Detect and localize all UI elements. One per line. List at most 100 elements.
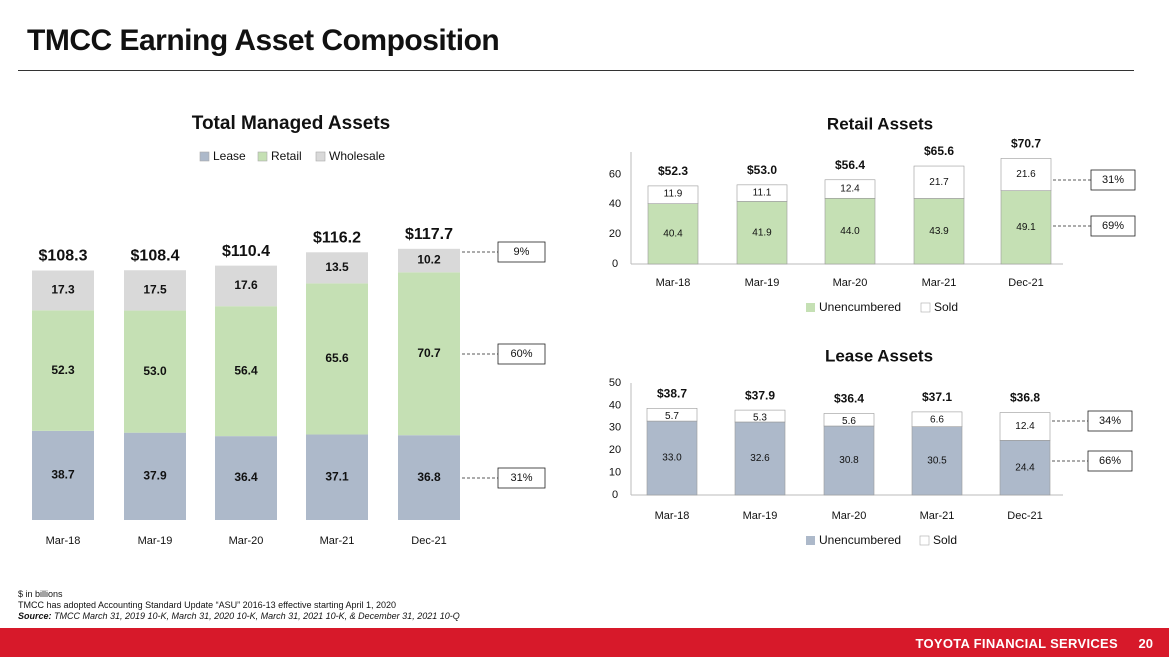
lease-bar-unencumbered (646, 420, 698, 496)
total-legend-swatch (257, 151, 268, 162)
retail-legend-swatch (920, 302, 931, 313)
total-bar-label: 36.4 (234, 470, 258, 484)
retail-legend-label: Unencumbered (819, 300, 901, 314)
total-category-label: Mar-18 (46, 535, 81, 547)
total-bar-label: 17.6 (234, 278, 258, 292)
retail-bar-total: $53.0 (747, 163, 777, 177)
lease-bar-total: $36.8 (1010, 391, 1040, 405)
total-legend-swatch (199, 151, 210, 162)
total-bar-label: 52.3 (51, 363, 75, 377)
lease-bar-sold (911, 411, 963, 427)
retail-y-tick: 60 (609, 168, 621, 180)
total-legend-label: Lease (213, 149, 246, 163)
total-callout-box (497, 241, 546, 263)
retail-category-label: Dec-21 (1008, 277, 1043, 289)
total-bar-retail (32, 310, 94, 431)
lease-bar-label: 5.7 (665, 411, 679, 422)
total-bar-label: 56.4 (234, 363, 258, 377)
page-title: TMCC Earning Asset Composition (27, 24, 500, 57)
title-divider (18, 70, 1134, 71)
lease-legend-label: Sold (933, 533, 957, 547)
lease-callout-box (1087, 450, 1133, 472)
lease-bar-label: 5.6 (842, 416, 856, 427)
lease-category-label: Mar-18 (655, 510, 690, 522)
retail-callout-label: 69% (1102, 220, 1124, 232)
total-bar-wholesale (306, 252, 368, 284)
lease-bar-sold (823, 413, 875, 427)
retail-bar-label: 11.9 (664, 189, 683, 200)
total-bar-retail (124, 310, 186, 433)
retail-bar-total: $52.3 (658, 164, 688, 178)
lease-category-label: Mar-20 (832, 510, 867, 522)
retail-y-tick: 40 (609, 198, 621, 210)
lease-y-tick: 0 (612, 489, 618, 501)
total-category-label: Mar-20 (229, 535, 264, 547)
total-legend-label: Retail (271, 149, 302, 163)
lease-bar-total: $38.7 (657, 386, 687, 400)
total-bar-label: 65.6 (325, 351, 349, 365)
lease-y-tick: 20 (609, 444, 621, 456)
retail-legend-swatch (806, 303, 815, 312)
retail-bar-label: 43.9 (929, 226, 949, 237)
retail-bar-sold (913, 165, 965, 199)
retail-category-label: Mar-18 (656, 277, 691, 289)
page-number: 20 (1138, 636, 1153, 651)
lease-bar-label: 6.6 (930, 415, 944, 426)
total-bar-total: $108.4 (131, 247, 180, 264)
total-bar-label: 37.1 (325, 469, 349, 483)
lease-category-label: Mar-21 (920, 510, 955, 522)
retail-bar-unencumbered (736, 201, 788, 265)
lease-bar-label: 30.8 (839, 455, 859, 466)
total-bar-label: 38.7 (51, 468, 75, 482)
retail-callout-label: 31% (1102, 174, 1124, 186)
retail-category-label: Mar-20 (833, 277, 868, 289)
charts-area: Total Managed Assets 38.7 52.3 17.3 $108.3 Ma… (32, 113, 1136, 547)
retail-legend-label: Sold (934, 300, 958, 314)
lease-bar-sold (734, 409, 786, 423)
lease-callout-label: 66% (1099, 455, 1121, 467)
retail-bar-label: 11.1 (753, 187, 772, 198)
retail-bar-label: 44.0 (840, 226, 860, 237)
lease-callout-label: 34% (1099, 415, 1121, 427)
total-bar-label: 10.2 (417, 253, 441, 267)
total-bar-label: 17.3 (51, 283, 75, 297)
lease-chart-title: Lease Assets (825, 346, 933, 365)
retail-bar-label: 21.7 (929, 177, 949, 188)
lease-bar-unencumbered (734, 421, 786, 496)
retail-bar-label: 49.1 (1016, 222, 1036, 233)
lease-callout-box (1087, 410, 1133, 432)
total-bar-retail (215, 306, 277, 437)
total-bar-label: 70.7 (417, 346, 441, 360)
lease-legend-label: Unencumbered (819, 533, 901, 547)
lease-y-tick: 50 (609, 377, 621, 389)
total-bar-retail (398, 272, 460, 436)
lease-bar-label: 12.4 (1015, 421, 1035, 432)
total-bar-lease (32, 430, 94, 520)
footnote-source: Source: TMCC March 31, 2019 10-K, March … (18, 611, 460, 622)
lease-bar-label: 32.6 (750, 453, 770, 464)
retail-category-label: Mar-19 (745, 277, 780, 289)
retail-bar-unencumbered (1000, 190, 1052, 265)
lease-y-tick: 30 (609, 422, 621, 434)
total-bar-wholesale (32, 270, 94, 311)
total-chart-title: Total Managed Assets (192, 113, 391, 134)
retail-bar-label: 12.4 (840, 184, 860, 195)
retail-bar-unencumbered (647, 203, 699, 265)
total-bar-label: 37.9 (143, 469, 167, 483)
lease-bar-sold (999, 412, 1051, 441)
retail-bar-sold (824, 179, 876, 199)
retail-callout-box (1090, 169, 1136, 191)
source-text: TMCC March 31, 2019 10-K, March 31, 2020… (51, 611, 460, 621)
source-label: Source: (18, 611, 52, 621)
total-bar-label: 17.5 (143, 283, 167, 297)
lease-y-tick: 10 (609, 467, 621, 479)
footer-bar: TOYOTA FINANCIAL SERVICES 20 (0, 628, 1169, 657)
total-callout-label: 9% (514, 246, 530, 258)
lease-bar-label: 5.3 (753, 413, 767, 424)
total-bar-wholesale (398, 248, 460, 273)
lease-bar-label: 30.5 (927, 455, 947, 466)
total-bar-total: $117.7 (405, 226, 453, 243)
total-bar-wholesale (215, 265, 277, 307)
footnotes: $ in billions TMCC has adopted Accountin… (18, 589, 460, 622)
lease-bar-sold (646, 408, 698, 422)
